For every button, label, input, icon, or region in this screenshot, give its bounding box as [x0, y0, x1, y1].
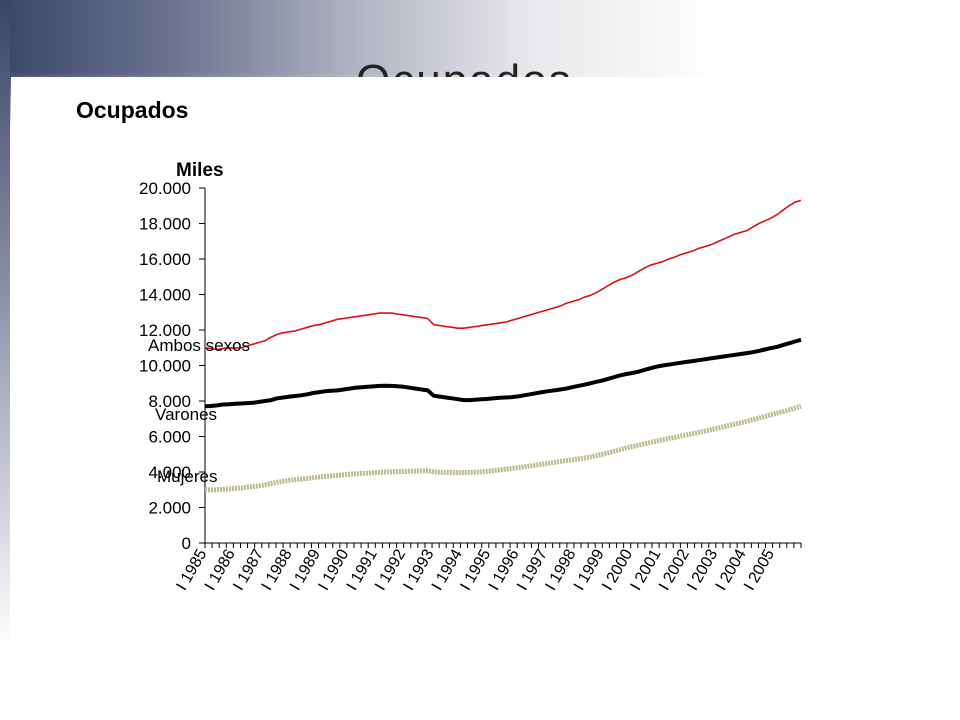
y-tick-label: 10.000	[139, 357, 191, 376]
y-tick-label: 16.000	[139, 250, 191, 269]
chart-panel: Ocupados Miles 20.000 18.000 16.000 14.000 1…	[11, 77, 853, 649]
series-label-ambos-sexos: Ambos sexos	[148, 336, 250, 355]
series-line-ambos-sexos	[204, 199, 802, 351]
y-tick-label: 4.000	[148, 463, 191, 482]
series-line-mujeres	[204, 403, 802, 493]
series-labels: Ambos sexos Varones Mujeres	[148, 336, 250, 486]
series-label-varones: Varones	[155, 405, 217, 424]
slide-left-band	[0, 0, 10, 720]
y-tick-label: 18.000	[139, 215, 191, 234]
series-line-varones	[204, 337, 802, 409]
y-axis: 20.000 18.000 16.000 14.000 12.000 10.000 8.00…	[139, 179, 206, 553]
y-tick-label: 14.000	[139, 286, 191, 305]
chart-title: Ocupados	[76, 97, 188, 123]
line-chart: Ocupados Miles 20.000 18.000 16.000 14.000 1…	[76, 97, 802, 594]
y-axis-label: Miles	[176, 160, 224, 181]
series-layer	[204, 199, 802, 493]
y-tick-label: 0	[182, 534, 191, 553]
y-tick-label: 20.000	[139, 179, 191, 198]
y-tick-label: 2.000	[148, 499, 191, 518]
y-tick-label: 6.000	[148, 428, 191, 447]
y-tick-label: 8.000	[148, 392, 191, 411]
series-label-mujeres: Mujeres	[157, 467, 217, 486]
y-tick-label: 12.000	[139, 321, 191, 340]
